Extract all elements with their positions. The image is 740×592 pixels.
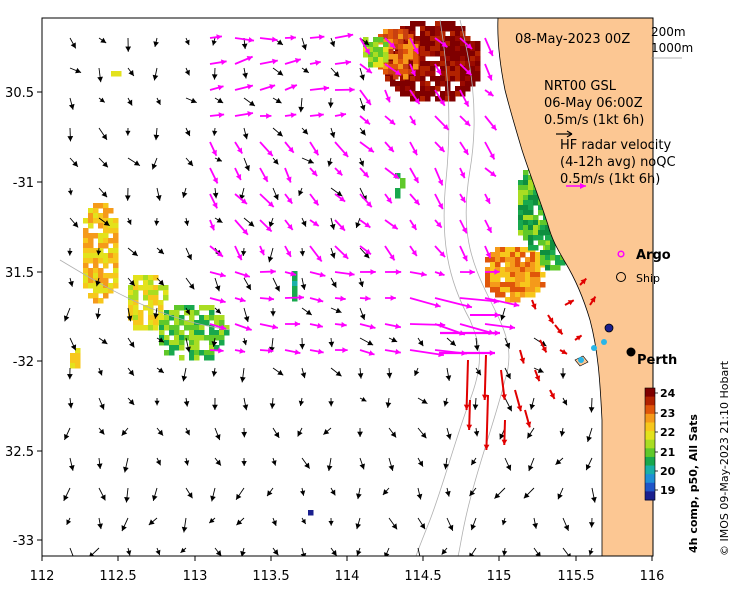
colorbar-swatch — [645, 405, 655, 415]
contour-label-1000m: 1000m — [651, 41, 693, 55]
hf-legend-line2: (4-12h avg) noQC — [560, 155, 676, 170]
model-legend-line2: 06-May 06:00Z — [544, 96, 643, 111]
perth-marker — [626, 347, 636, 357]
x-tick-label: 112.5 — [99, 569, 136, 584]
colorbar-tick-label: 21 — [660, 446, 675, 459]
colorbar-title: 4h comp, p50, All Sats — [687, 414, 700, 553]
x-tick-label: 112 — [30, 569, 55, 584]
hf-legend-line3: 0.5m/s (1kt 6h) — [560, 172, 660, 187]
model-legend-line1: NRT00 GSL — [544, 79, 617, 94]
colorbar-swatch — [645, 482, 655, 492]
sst-patches — [70, 21, 566, 516]
map-date: 08-May-2023 00Z — [515, 32, 630, 47]
hf-radar-arrows — [463, 277, 597, 451]
background-current-arrows — [63, 37, 597, 556]
drifter-markers — [578, 339, 607, 363]
y-tick-label: -31 — [13, 176, 34, 191]
hf-legend-line1: HF radar velocity — [560, 138, 672, 153]
x-tick-label: 115.5 — [557, 569, 594, 584]
image-credit: © IMOS 09-May-2023 21:10 Hobart — [718, 360, 731, 556]
model-current-arrows — [209, 32, 520, 358]
argo-legend-label: Argo — [636, 248, 671, 263]
y-axis: 30.5 -31 31.5 -32 32.5 -33 — [5, 86, 42, 549]
ship-legend-icon — [616, 272, 626, 282]
colorbar-swatch — [645, 448, 655, 458]
x-tick-label: 114 — [335, 569, 360, 584]
colorbar-swatch — [645, 456, 655, 467]
contour-200m — [457, 19, 510, 556]
x-tick-label: 115 — [487, 569, 512, 584]
city-label-perth: Perth — [637, 353, 677, 368]
colorbar-swatch — [645, 474, 655, 484]
colorbar: 24 23 22 21 20 19 — [644, 387, 676, 501]
colorbar-swatch — [645, 491, 655, 501]
x-axis: 112 112.5 113 113.5 114 114.5 115 115.5 116 — [30, 556, 665, 584]
colorbar-swatch — [645, 413, 655, 423]
contour-slope — [59, 259, 231, 331]
colorbar-tick-label: 19 — [660, 484, 675, 497]
y-tick-label: -32 — [13, 355, 34, 370]
x-tick-label: 113.5 — [252, 569, 289, 584]
ship-legend-label: Ship — [636, 272, 660, 285]
colorbar-swatch — [645, 422, 655, 432]
colorbar-tick-label: 23 — [660, 407, 675, 420]
land-western-australia — [497, 18, 653, 556]
y-tick-label: 30.5 — [5, 86, 34, 101]
colorbar-swatch — [645, 396, 655, 406]
x-tick-label: 116 — [640, 569, 665, 584]
colorbar-swatch — [645, 388, 655, 398]
colorbar-swatch — [645, 439, 655, 449]
colorbar-tick-label: 24 — [660, 387, 676, 400]
contour-label-200m: 200m — [651, 25, 686, 39]
ship-marker — [604, 323, 614, 333]
x-tick-label: 113 — [183, 569, 208, 584]
y-tick-label: 31.5 — [5, 266, 34, 281]
colorbar-tick-label: 20 — [660, 465, 676, 478]
argo-legend-icon — [617, 250, 625, 258]
y-tick-label: -33 — [13, 534, 34, 549]
colorbar-swatch — [645, 431, 655, 441]
model-legend-line3: 0.5m/s (1kt 6h) — [544, 113, 644, 128]
y-tick-label: 32.5 — [5, 445, 34, 460]
x-tick-label: 114.5 — [404, 569, 441, 584]
colorbar-tick-label: 22 — [660, 426, 675, 439]
colorbar-swatch — [645, 465, 655, 475]
